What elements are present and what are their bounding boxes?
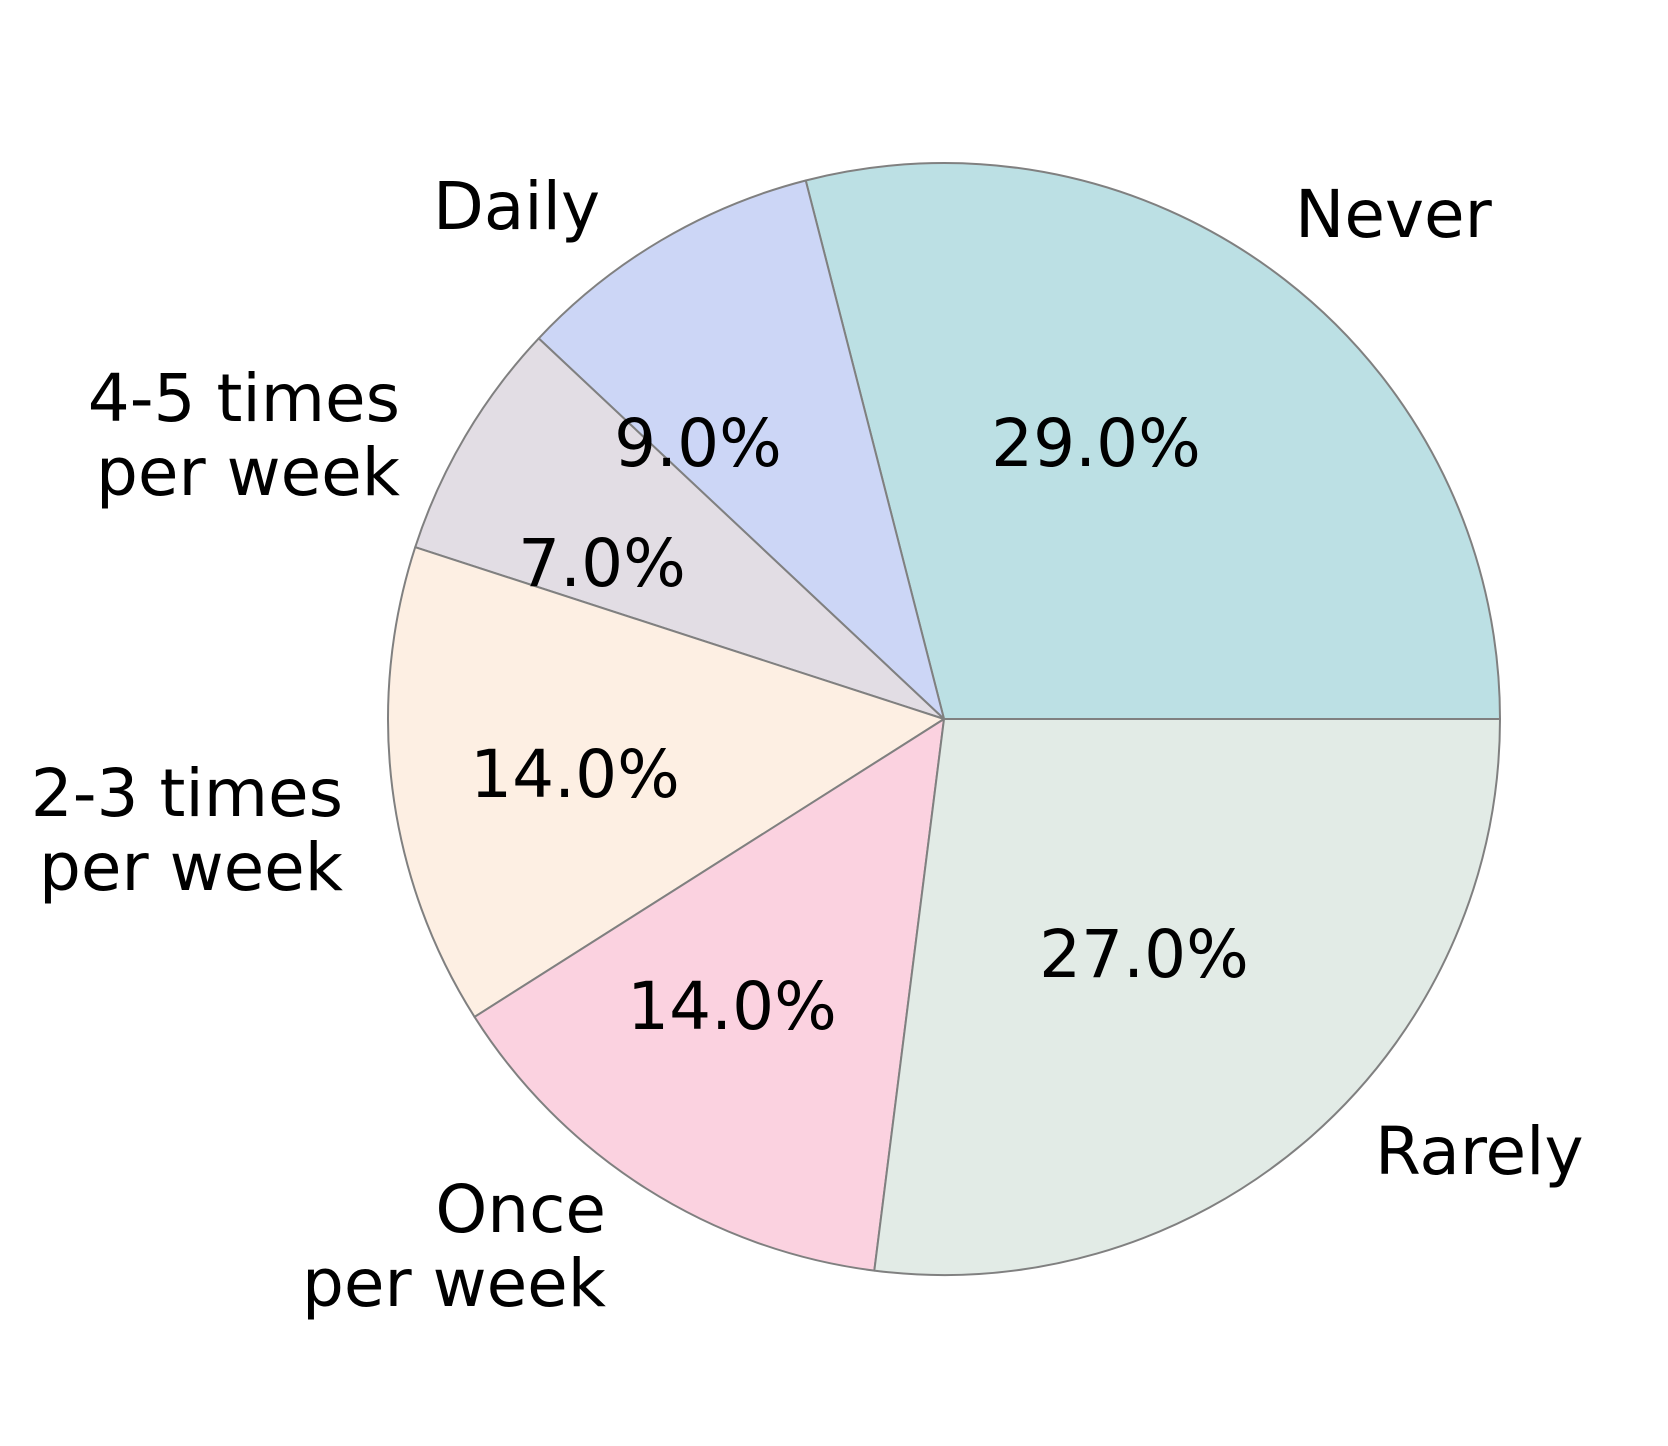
pct-label-4-5-times-per-week: 7.0% — [518, 525, 686, 602]
pct-label-once-per-week: 14.0% — [627, 968, 837, 1045]
pie-wedges-group — [386, 162, 1501, 1276]
pct-label-never: 29.0% — [991, 405, 1201, 482]
pct-label-2-3-times-per-week: 14.0% — [470, 736, 680, 813]
pie-slice-never — [804, 162, 1501, 720]
slice-label-once-per-week: Once per week — [301, 1171, 606, 1322]
pie-slice-daily — [537, 179, 945, 720]
pie-slice-once-per-week — [473, 718, 945, 1272]
pct-label-rarely: 27.0% — [1039, 916, 1249, 993]
slice-label-4-5-times-per-week: 4-5 times per week — [87, 360, 400, 511]
pie-slice-2-3-times-per-week — [386, 546, 945, 1018]
slice-label-never: Never — [1295, 176, 1492, 253]
pie-slice-4-5-times-per-week — [414, 337, 945, 720]
slice-label-daily: Daily — [433, 168, 600, 245]
slice-label-rarely: Rarely — [1375, 1113, 1584, 1190]
pct-label-daily: 9.0% — [614, 405, 782, 482]
pie-slice-rarely — [873, 718, 1501, 1276]
slice-label-2-3-times-per-week: 2-3 times per week — [30, 755, 343, 906]
